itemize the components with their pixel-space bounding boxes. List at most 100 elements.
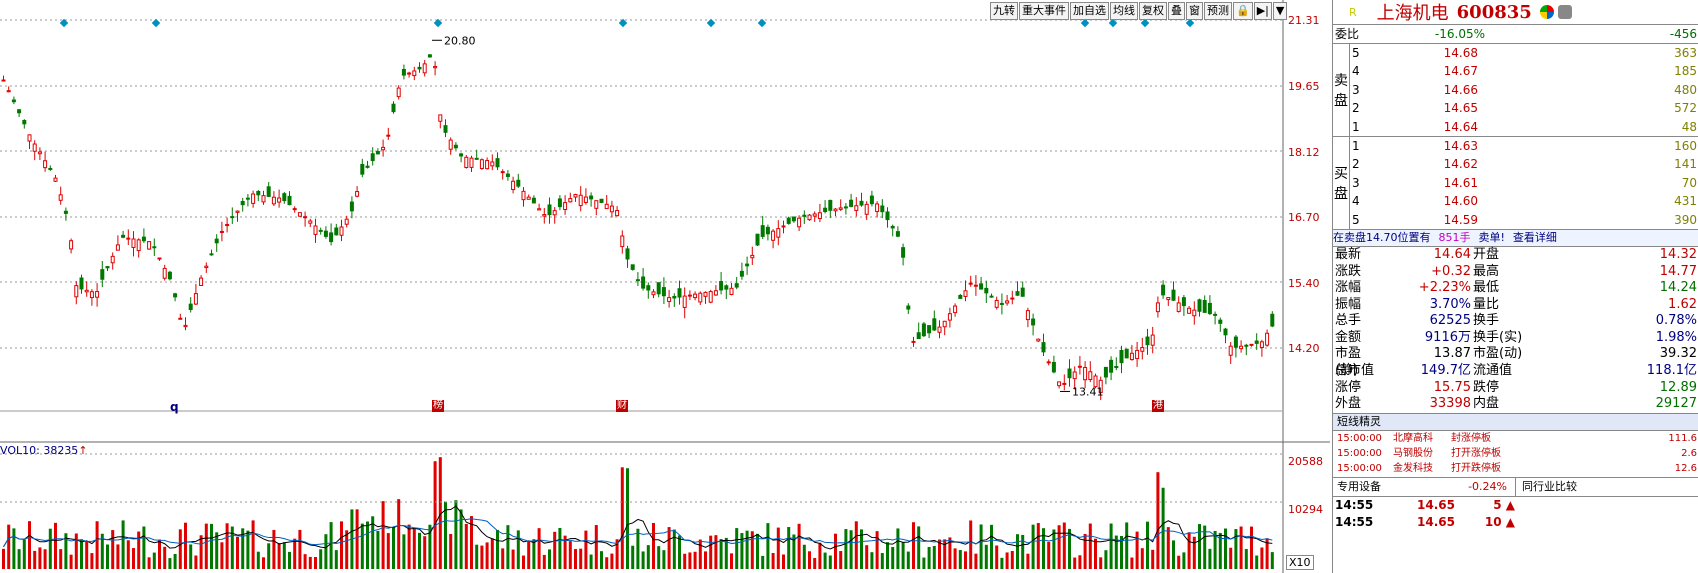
quote-row: 总市值 149.7亿 流通值 118.1亿 (1333, 363, 1698, 380)
volume-bar (584, 530, 588, 569)
quote-label: 涨幅 (1335, 280, 1362, 296)
buy-level-row[interactable]: 4 14.60 431 (1350, 192, 1698, 210)
buy-level-row[interactable]: 5 14.59 390 (1350, 211, 1698, 229)
volume-bar (1094, 538, 1097, 569)
candle-body (110, 255, 115, 264)
sell-level-row[interactable]: 3 14.66 480 (1350, 81, 1698, 99)
candle-body (542, 214, 547, 217)
candle-body (1083, 366, 1088, 381)
volume-bar (1052, 529, 1056, 569)
toolbar-ma-button[interactable]: 均线 (1110, 2, 1138, 20)
large-order-notice[interactable]: 在卖盘14.70位置有 851手 卖单! 查看详细 (1333, 229, 1698, 247)
volume-bar (761, 555, 765, 569)
buy-level-row[interactable]: 2 14.62 141 (1350, 155, 1698, 173)
sector-name[interactable]: 专用设备 (1337, 479, 1381, 493)
volume-bar (459, 509, 463, 569)
quote-value: 3.70% (1429, 296, 1471, 312)
play-end-icon[interactable]: ▶| (1253, 2, 1272, 20)
volume-bar (865, 545, 869, 569)
candle-body (994, 299, 999, 308)
level-price: 14.68 (1443, 46, 1478, 60)
candle-body (277, 197, 282, 203)
quote-value: 15.75 (1433, 379, 1471, 395)
sprite-row[interactable]: 15:00:00 金发科技 打开跌停板 12.6 (1333, 461, 1698, 476)
volume-chart[interactable] (0, 443, 1330, 573)
candle-body (906, 305, 911, 310)
sell-level-row[interactable]: 2 14.65 572 (1350, 99, 1698, 117)
short-term-sprite-title[interactable]: 短线精灵 (1333, 413, 1698, 431)
sell-level-row[interactable]: 4 14.67 185 (1350, 62, 1698, 80)
volume-bar (1036, 523, 1040, 569)
candle-body (557, 198, 562, 208)
candle-body (859, 200, 864, 206)
gear-icon[interactable] (1557, 5, 1572, 19)
candle-body (1020, 287, 1025, 297)
toolbar-events-button[interactable]: 重大事件 (1019, 2, 1069, 20)
lock-icon[interactable]: 🔒 (1233, 2, 1253, 20)
volume-bar (288, 551, 291, 569)
volume-bar (1062, 522, 1066, 569)
volume-bar (1177, 555, 1181, 569)
sprite-row[interactable]: 15:00:00 北摩高科 封涨停板 111.6 (1333, 431, 1698, 446)
toolbar-add-watchlist-button[interactable]: 加自选 (1070, 2, 1109, 20)
toolbar-adjust-button[interactable]: 复权 (1139, 2, 1167, 20)
tick-list: 14:55 14.65 5 ▲ 14:55 14.65 10 ▲ (1333, 497, 1698, 531)
marker-cai[interactable]: 财 (616, 400, 628, 412)
volume-bar (100, 533, 104, 569)
quote-label: 总市值 (1335, 363, 1375, 379)
candle-body (739, 270, 744, 277)
candle-body (453, 144, 458, 149)
view-detail-link[interactable]: 查看详细 (1512, 230, 1557, 244)
candle-body (1067, 368, 1072, 379)
peer-compare-button[interactable]: 同行业比较 (1515, 477, 1698, 496)
candle-body (141, 236, 146, 242)
sell-level-row[interactable]: 5 14.68 363 (1350, 44, 1698, 62)
candle-body (219, 230, 224, 233)
marker-q[interactable]: q (170, 400, 179, 414)
quote-label: 最新 (1335, 246, 1362, 262)
toolbar-window-button[interactable]: 窗 (1186, 2, 1203, 20)
quote-label: 市盈(动) (1473, 346, 1523, 362)
quote-value: 1.62 (1668, 296, 1697, 312)
candle-body (69, 240, 74, 250)
candle-body (537, 208, 542, 211)
toolbar-overlay-button[interactable]: 叠 (1168, 2, 1185, 20)
marker-gang[interactable]: 港 (1152, 400, 1164, 412)
x10-button[interactable]: X10 (1286, 555, 1314, 570)
color-wheel-icon[interactable] (1539, 5, 1554, 19)
buy-level-row[interactable]: 3 14.61 70 (1350, 174, 1698, 192)
dropdown-icon[interactable]: ▼ (1272, 2, 1288, 20)
volume-bar (470, 516, 473, 569)
volume-bar (516, 530, 520, 569)
sprite-event: 打开跌停板 (1451, 463, 1501, 475)
candle-body (251, 193, 256, 204)
price-chart[interactable]: 20.80 13.41 (0, 0, 1330, 443)
order-diff-value: -456 (1669, 27, 1697, 41)
toolbar-jiuzhuan-button[interactable]: 九转 (990, 2, 1018, 20)
kline-chart-area[interactable]: 20.80 13.41 九转 重大事件 加自选 均线 复权 叠 窗 预测 🔒 ▶|… (0, 0, 1330, 573)
volume-tick: 10294 (1288, 503, 1323, 516)
candle-body (235, 210, 240, 213)
volume-bar (771, 553, 775, 569)
level-price: 14.67 (1443, 64, 1478, 79)
volume-bar (251, 520, 255, 569)
volume-bar (823, 552, 827, 569)
volume-bar (1099, 557, 1103, 569)
sprite-row[interactable]: 15:00:00 马钢股份 打开涨停板 2.6 (1333, 446, 1698, 461)
toolbar-forecast-button[interactable]: 预测 (1204, 2, 1232, 20)
marker-bang[interactable]: 榜 (432, 400, 444, 412)
stock-name: 上海机电 (1376, 3, 1449, 24)
candle-body (17, 109, 22, 114)
volume-bar (1270, 552, 1274, 569)
volume-bar (282, 542, 286, 569)
buy-level-row[interactable]: 1 14.63 160 (1350, 137, 1698, 155)
quote-row: 涨跌 +0.32 最高 14.77 (1333, 264, 1698, 281)
volume-bar (428, 524, 432, 569)
candle-body (261, 195, 266, 203)
candle-body (708, 291, 713, 303)
sell-level-row[interactable]: 1 14.64 48 (1350, 118, 1698, 136)
volume-bar (943, 539, 947, 569)
volume-bar (142, 526, 146, 569)
candle-body (1088, 371, 1093, 380)
candle-body (193, 293, 198, 305)
